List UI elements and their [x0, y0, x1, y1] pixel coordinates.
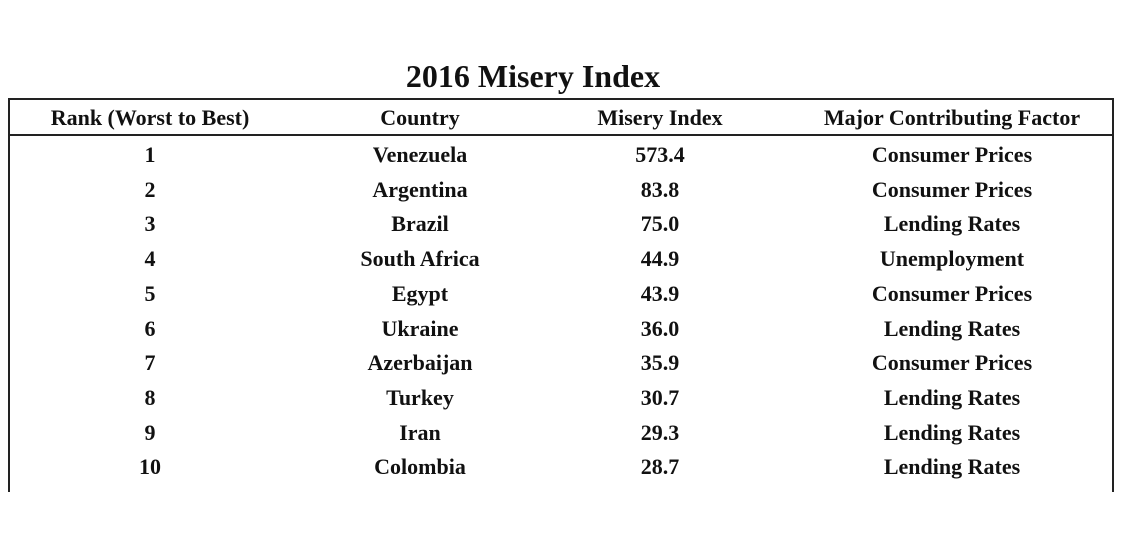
table-cell: Egypt: [391, 280, 449, 306]
table-cell: 3: [144, 211, 156, 237]
table-cell: Lending Rates: [883, 454, 1021, 480]
table-cell: 9: [144, 419, 156, 445]
table-cell: 5: [144, 280, 156, 306]
table-cell: 10: [139, 454, 161, 480]
table-cell: 573.4: [635, 142, 685, 167]
table-cell: 29.3: [640, 419, 680, 445]
table-cell: Consumer Prices: [871, 176, 1033, 202]
table-cell: Iran: [399, 419, 441, 445]
column-header: Misery Index: [597, 105, 723, 130]
header-rule: [8, 134, 1114, 136]
table-cell: Lending Rates: [883, 211, 1021, 237]
table-cell: Colombia: [374, 454, 466, 480]
table-cell: 4: [144, 246, 156, 272]
table-cell: Lending Rates: [883, 384, 1021, 410]
table-cell: 8: [144, 384, 156, 410]
table-cell: 83.8: [640, 176, 680, 202]
table-cell: 75.0: [640, 211, 680, 237]
table-title: 2016 Misery Index: [405, 58, 661, 94]
table-cell: Unemployment: [879, 246, 1025, 272]
table-cell: 28.7: [640, 454, 680, 480]
table-cell: 43.9: [640, 280, 680, 306]
table-cell: Consumer Prices: [871, 280, 1033, 306]
table-cell: 2: [144, 176, 156, 202]
table-cell: Consumer Prices: [871, 142, 1033, 167]
table-cell: Lending Rates: [883, 419, 1021, 445]
column-header: Rank (Worst to Best): [50, 105, 250, 130]
table-cell: Argentina: [372, 176, 468, 202]
column-header: Major Contributing Factor: [823, 105, 1081, 130]
table-cell: 36.0: [640, 315, 680, 341]
table-cell: 6: [144, 315, 156, 341]
table-cell: Brazil: [391, 211, 449, 237]
table-cell: 35.9: [640, 350, 680, 376]
table-cell: Lending Rates: [883, 315, 1021, 341]
table-cell: 7: [144, 350, 156, 376]
table-cell: 30.7: [640, 384, 680, 410]
table-frame: [8, 98, 1114, 492]
column-header: Country: [380, 105, 460, 130]
table-cell: 44.9: [640, 246, 680, 272]
table-cell: 1: [144, 142, 156, 167]
table-cell: Azerbaijan: [367, 350, 473, 376]
table-cell: Consumer Prices: [871, 350, 1033, 376]
table-cell: Ukraine: [381, 315, 459, 341]
table-cell: Venezuela: [372, 142, 468, 167]
table-cell: Turkey: [386, 384, 454, 410]
table-cell: South Africa: [360, 246, 480, 272]
